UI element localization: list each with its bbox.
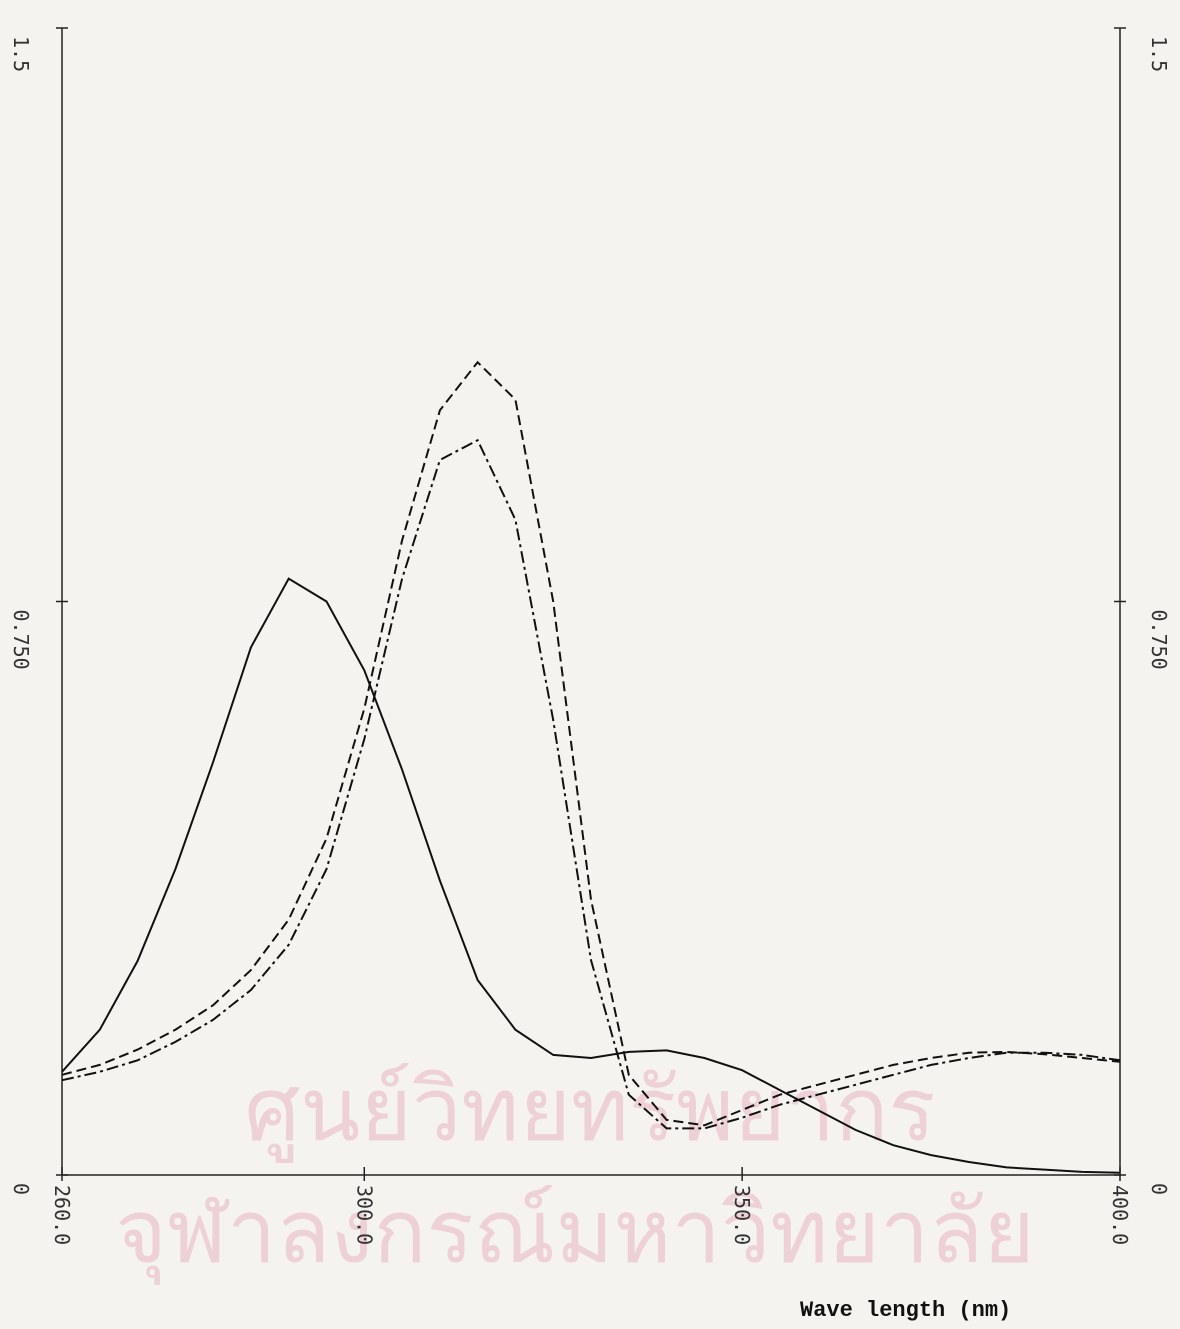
x-tick-label: 260.0 bbox=[50, 1185, 74, 1245]
x-tick-label: 350.0 bbox=[730, 1185, 754, 1245]
y2-tick-label: 0.750 bbox=[1147, 610, 1171, 670]
y-tick-label: 0 bbox=[9, 1183, 33, 1195]
x-axis-label: Wave length (nm) bbox=[800, 1298, 1011, 1323]
watermark: จุฬาลงกรณ์มหาวิทยาลัย bbox=[115, 1180, 1035, 1285]
x-tick-label: 400.0 bbox=[1108, 1185, 1132, 1245]
watermark: ศูนย์วิทยทรัพยากร bbox=[244, 1058, 935, 1163]
y2-tick-label: 0 bbox=[1147, 1183, 1171, 1195]
x-tick-label: 300.0 bbox=[352, 1185, 376, 1245]
y-tick-label: 0.750 bbox=[9, 610, 33, 670]
y2-tick-label: 1.5 bbox=[1147, 36, 1171, 72]
chart: ศูนย์วิทยทรัพยากร จุฬาลงกรณ์มหาวิทยาลัย … bbox=[0, 0, 1180, 1329]
y-tick-label: 1.5 bbox=[9, 36, 33, 72]
